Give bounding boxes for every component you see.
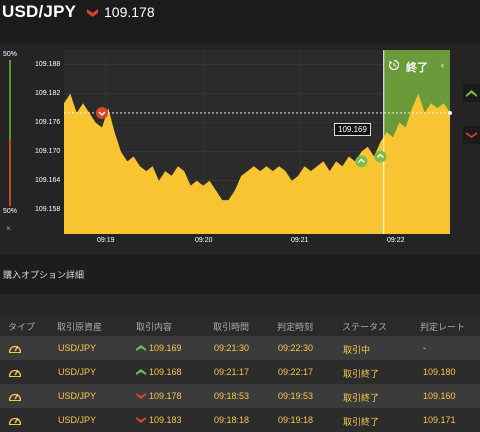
header-rate: 判定レート: [420, 322, 466, 332]
x-tick-label: 09:22: [387, 237, 405, 244]
rate-cell: 109.160: [423, 391, 456, 401]
status-cell: 取引中: [343, 345, 371, 355]
status-cell: 取引終了: [343, 369, 380, 379]
down-arrow-icon: [136, 393, 146, 399]
asset-cell: USD/JPY: [58, 391, 97, 401]
x-tick-label: 09:21: [291, 237, 309, 244]
chevron-left-icon: ‹: [441, 60, 444, 70]
up-arrow-icon: [136, 369, 146, 375]
current-price-dot: [448, 110, 452, 115]
table-header: [0, 314, 480, 336]
header-type: タイプ: [8, 322, 36, 332]
y-tick-label: 109.176: [35, 118, 61, 126]
y-tick-label: 109.182: [35, 89, 61, 97]
asset-cell: USD/JPY: [58, 415, 97, 425]
refresh-icon: [388, 59, 400, 71]
up-arrow-icon: [466, 90, 477, 97]
down-arrow-icon: [87, 9, 98, 17]
timer-icon: [8, 345, 22, 353]
put-marker: [95, 106, 108, 119]
y-tick-label: 109.158: [35, 205, 61, 213]
side-put-button[interactable]: [463, 126, 480, 144]
status-cell: 取引終了: [343, 417, 380, 427]
header-content: 取引内容: [136, 322, 173, 332]
exit-label: 終了: [406, 62, 428, 74]
down-arrow-icon: [136, 417, 146, 423]
content-cell: 109.183: [149, 415, 182, 425]
down-arrow-icon: [98, 111, 106, 116]
table-row[interactable]: USD/JPY 109.169 09:21:30 09:22:30 取引中 -: [0, 336, 480, 360]
judge-time-cell: 09:22:17: [278, 367, 314, 377]
up-arrow-icon: [136, 345, 146, 351]
gauge-top-label: 50%: [3, 51, 18, 58]
call-marker: [374, 150, 387, 163]
header-asset: 取引原資産: [57, 322, 103, 332]
table-row[interactable]: USD/JPY 109.178 09:18:53 09:19:53 取引終了 109.16…: [0, 384, 480, 408]
asset-cell: USD/JPY: [58, 367, 97, 377]
y-tick-label: 109.170: [35, 147, 61, 155]
table-row[interactable]: USD/JPY 109.168 09:21:17 09:22:17 取引終了 109.18…: [0, 360, 480, 384]
price-area: [64, 93, 450, 234]
top-bar: USD/JPY 109.178: [0, 0, 480, 27]
side-call-button[interactable]: [463, 84, 480, 102]
timer-icon: [8, 369, 22, 377]
content-cell: 109.178: [149, 391, 182, 401]
trade-time-cell: 09:18:18: [214, 415, 250, 425]
gauge-close-button[interactable]: ×: [6, 224, 11, 233]
content-cell: 109.169: [149, 343, 182, 353]
y-tick-label: 109.164: [35, 176, 61, 184]
price-chart: [64, 50, 452, 234]
pair-title: USD/JPY: [2, 2, 77, 21]
timer-icon: [8, 393, 22, 401]
section-title: 購入オプション詳細: [3, 270, 85, 280]
judge-time-cell: 09:19:18: [278, 415, 314, 425]
gauge-red-bar: [9, 140, 11, 206]
trade-time-cell: 09:21:17: [214, 367, 250, 377]
gauge-bottom-label: 50%: [3, 208, 18, 215]
x-tick-label: 09:20: [195, 237, 213, 244]
judge-time-cell: 09:22:30: [278, 343, 314, 353]
gauge-green-bar: [9, 60, 11, 140]
exit-button[interactable]: 終了 ‹: [378, 56, 444, 76]
asset-cell: USD/JPY: [58, 343, 97, 353]
content-cell: 109.168: [149, 367, 182, 377]
up-arrow-icon: [357, 158, 365, 163]
x-tick-label: 09:19: [97, 237, 115, 244]
table-row[interactable]: USD/JPY 109.183 09:18:18 09:19:18 取引終了 109.17…: [0, 408, 480, 432]
header-judge-time: 判定時刻: [277, 322, 314, 332]
call-marker: [355, 155, 368, 168]
judge-time-cell: 09:19:53: [278, 391, 314, 401]
trade-time-cell: 09:18:53: [214, 391, 250, 401]
down-arrow-icon: [466, 132, 477, 138]
trade-time-cell: 09:21:30: [214, 343, 250, 353]
y-tick-label: 109.188: [35, 60, 61, 68]
rate-cell: -: [423, 343, 426, 353]
price-tooltip: 109.169: [334, 123, 371, 136]
rate-cell: 109.180: [423, 367, 456, 377]
rate-cell: 109.171: [423, 415, 456, 425]
current-price: 109.178: [104, 4, 155, 20]
sentiment-gauge: 50% 50% ×: [0, 48, 20, 236]
status-cell: 取引終了: [343, 393, 380, 403]
header-trade-time: 取引時間: [213, 322, 250, 332]
timer-icon: [8, 417, 22, 425]
up-arrow-icon: [376, 153, 384, 159]
header-status: ステータス: [342, 322, 388, 332]
